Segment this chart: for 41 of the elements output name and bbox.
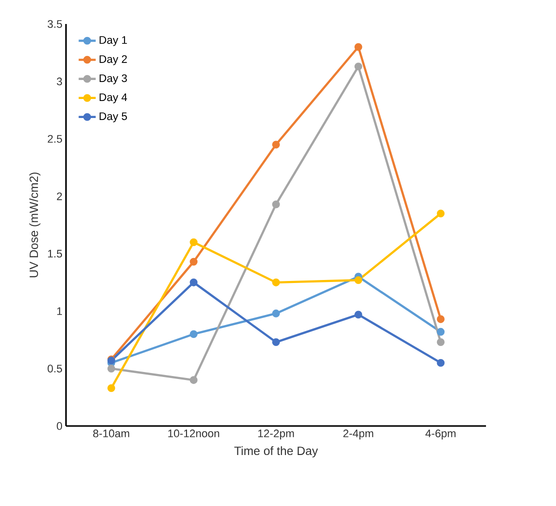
point (107, 364, 116, 372)
point (272, 310, 280, 318)
x-tick-label: 4-6pm (425, 430, 456, 440)
point (190, 376, 198, 384)
y-tick-label: 0 (56, 422, 62, 430)
legend-label: Day 2 (100, 55, 127, 66)
y-tick-label: 2 (56, 192, 62, 200)
point (190, 258, 198, 266)
y-tick-label: 1.5 (48, 250, 62, 258)
y-tick-label: 3 (56, 78, 62, 86)
point (436, 358, 445, 367)
point (272, 338, 280, 346)
point (436, 338, 445, 346)
point (272, 200, 280, 208)
x-tick-label: 10-12noon (168, 430, 220, 438)
point (190, 330, 198, 338)
point (107, 384, 116, 392)
legend-label: Day 4 (100, 93, 128, 104)
legend-label: Day 3 (100, 74, 127, 84)
y-tick-label: 1 (57, 307, 62, 315)
x-tick-label: 8-10am (93, 430, 130, 438)
x-tick-label: 12-2pm (258, 430, 294, 440)
x-tick-label: 2-4pm (343, 430, 374, 440)
point (436, 210, 445, 218)
point (354, 43, 362, 51)
point (190, 278, 198, 286)
point (436, 328, 445, 336)
legend-label: Day 5 (100, 112, 127, 122)
point (354, 276, 362, 284)
point (436, 315, 445, 324)
y-tick-label: 2.5 (48, 134, 62, 143)
y-axis-title: UV Dose (mW/cm2) (29, 172, 40, 278)
point (272, 140, 280, 148)
point (354, 310, 362, 318)
point (272, 278, 280, 286)
y-tick-label: 3.5 (48, 20, 62, 28)
y-tick-label: 0.5 (48, 364, 62, 372)
point (190, 238, 198, 246)
legend-label: Day 1 (100, 36, 127, 46)
point (354, 62, 362, 70)
x-axis-title: Time of the Day (234, 446, 318, 458)
